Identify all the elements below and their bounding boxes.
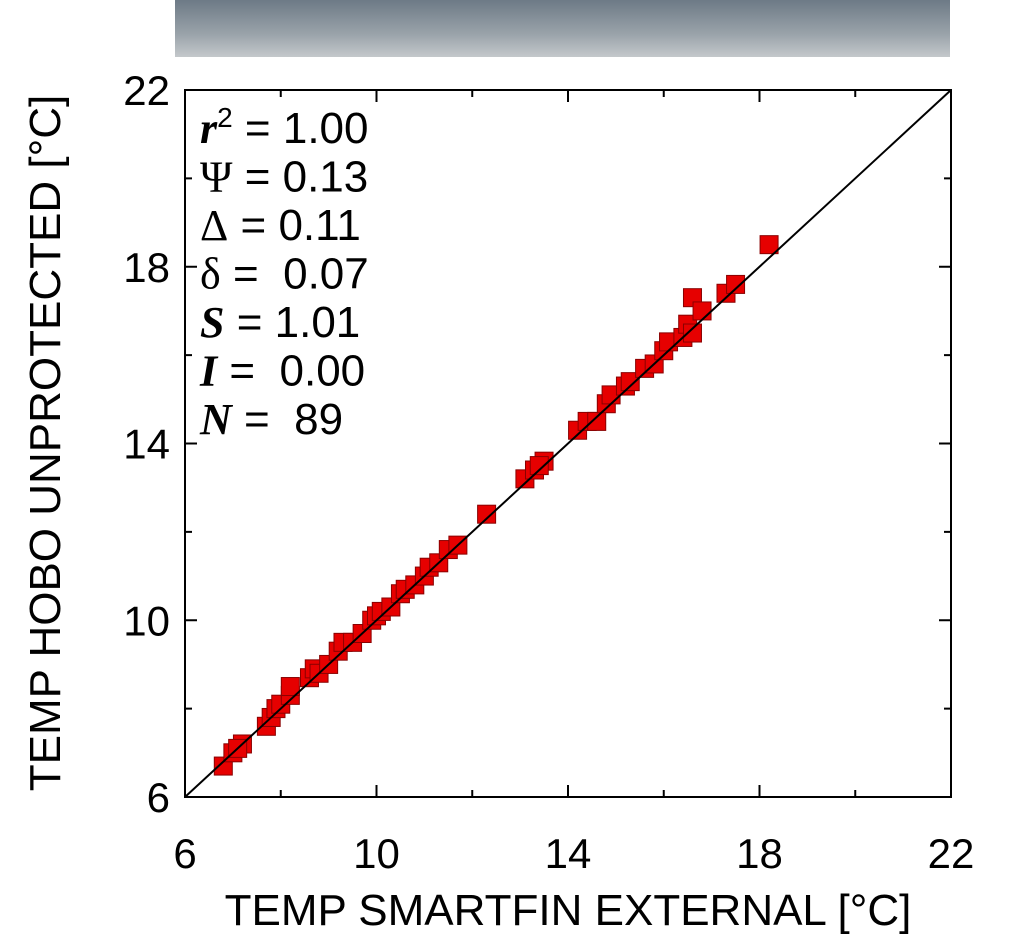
annotation-text: = 1.00 [233,104,369,153]
annotation-text: = 0.13 [232,153,368,202]
x-tick-label: 14 [545,830,592,877]
point [280,677,300,697]
point [692,301,712,321]
annotation-symbol: δ [200,250,221,299]
annotation-superscript: 2 [217,102,233,133]
one-to-one-line [184,89,952,798]
y-axis-label: TEMP HOBO UNPROTECTED [°C] [21,95,70,791]
point [759,235,779,255]
y-tick-label: 14 [123,421,170,468]
annotation: S = 1.01 [200,298,360,347]
annotation: N = 89 [199,395,343,444]
annotation-symbol: N [199,395,234,444]
annotation-text: = 0.00 [217,347,365,396]
point [620,372,640,392]
x-tick-label: 6 [173,830,196,877]
x-tick-label: 18 [736,830,783,877]
annotation-text: = 0.07 [221,250,369,299]
annotation: I = 0.00 [199,347,365,396]
annotation-symbol: r [200,104,218,153]
annotation-symbol: S [200,298,224,347]
point [529,456,549,476]
y-tick-label: 6 [147,774,170,821]
y-tick-label: 22 [123,67,170,114]
x-axis-label: TEMP SMARTFIN EXTERNAL [°C] [225,886,912,934]
annotation-symbol: Δ [200,201,228,250]
point [726,274,746,294]
annotation-text: = 1.01 [224,298,360,347]
annotation-text: = 89 [232,395,343,444]
annotation-symbol: I [199,347,219,396]
point [682,323,702,343]
annotation: δ = 0.07 [200,250,369,299]
annotation-symbol: Ψ [200,153,233,202]
photo-strip [175,0,950,57]
annotation: Δ = 0.11 [200,201,361,250]
point [587,411,607,431]
x-tick-label: 22 [928,830,975,877]
point [477,504,497,524]
y-tick-label: 10 [123,597,170,644]
annotation: Ψ = 0.13 [200,153,368,202]
x-tick-label: 10 [353,830,400,877]
annotation: r2 = 1.00 [200,102,368,153]
y-tick-label: 18 [123,244,170,291]
annotation-text: = 0.11 [228,201,361,250]
